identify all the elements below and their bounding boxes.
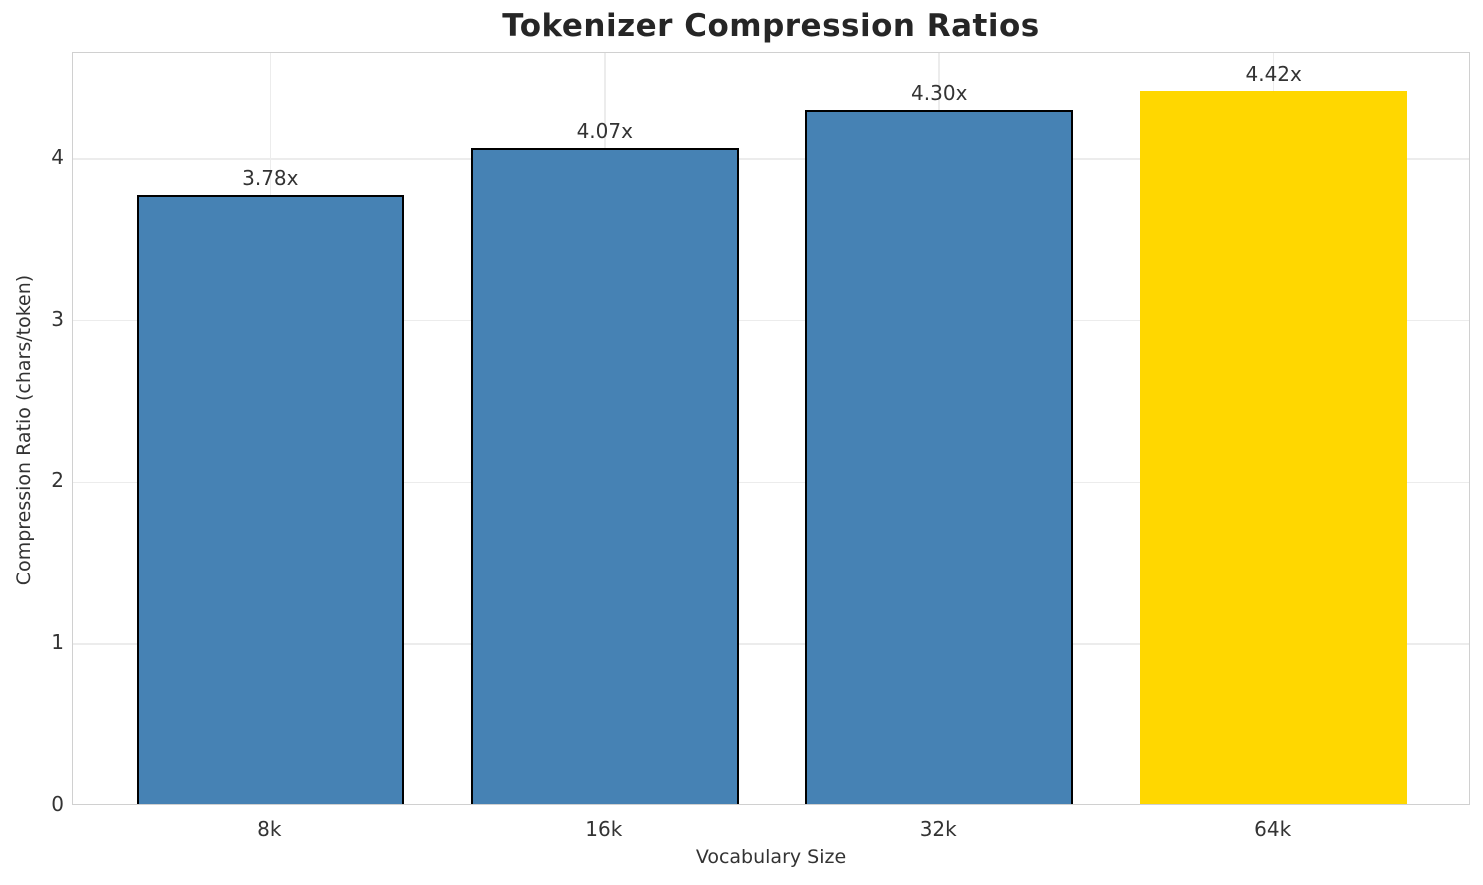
x-axis-label: Vocabulary Size (695, 846, 847, 868)
x-tick-label: 8k (257, 817, 282, 841)
bar-value-label: 3.78x (242, 165, 299, 190)
x-tick-label: 16k (585, 817, 623, 841)
bar-value-label: 4.30x (911, 81, 968, 106)
gridline-horizontal (73, 158, 1469, 160)
x-tick-label: 32k (919, 817, 957, 841)
gridline-horizontal (73, 481, 1469, 484)
gridline-horizontal (73, 319, 1469, 322)
bar-8k (136, 194, 405, 804)
y-axis-label: Compression Ratio (chars/token) (13, 274, 35, 586)
chart-title: Tokenizer Compression Ratios (502, 8, 1040, 44)
x-tick-label: 64k (1254, 817, 1292, 841)
bar-32k (805, 110, 1073, 804)
y-tick-label: 1 (51, 630, 64, 655)
gridline-horizontal (73, 643, 1469, 645)
bar-value-label: 4.07x (576, 118, 633, 143)
plot-area: 3.78x 4.07x 4.30x 4.42x (72, 52, 1470, 805)
bar-value-label: 4.42x (1245, 62, 1302, 86)
bar-64k (1139, 91, 1408, 804)
y-tick-label: 0 (51, 792, 64, 816)
y-tick-label: 2 (51, 468, 64, 493)
y-tick-label: 3 (51, 306, 64, 331)
y-tick-label: 4 (51, 144, 64, 169)
bar-16k (470, 147, 739, 804)
